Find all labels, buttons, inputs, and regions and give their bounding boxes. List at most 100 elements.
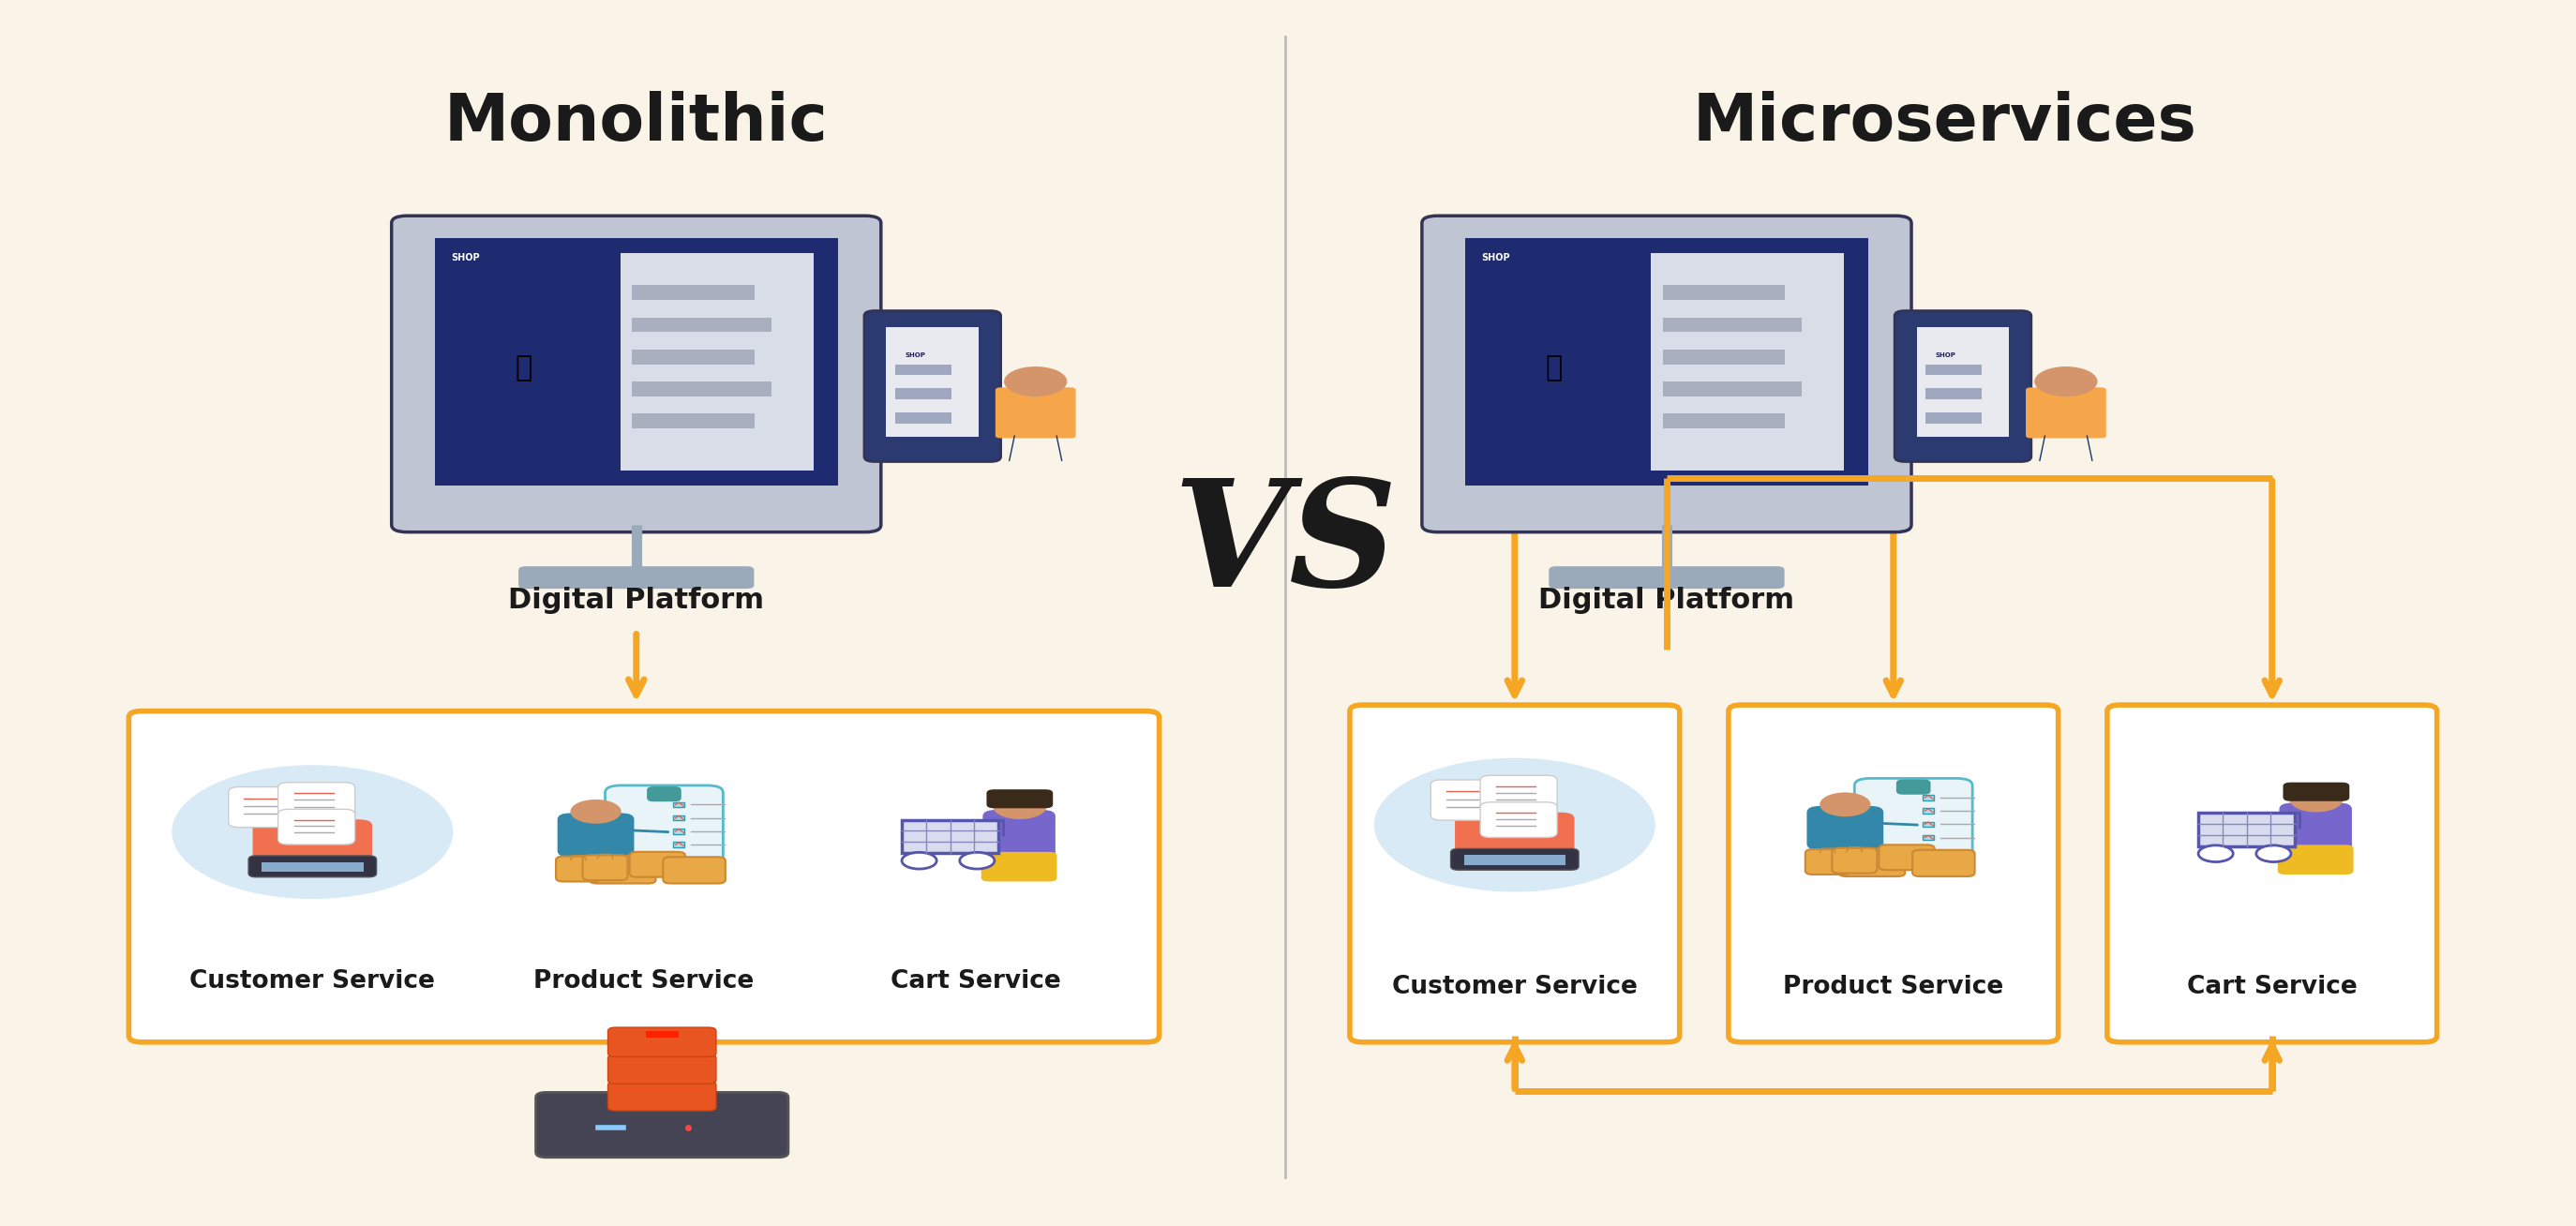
FancyBboxPatch shape bbox=[2282, 782, 2349, 801]
FancyBboxPatch shape bbox=[902, 820, 999, 853]
FancyBboxPatch shape bbox=[631, 286, 755, 300]
FancyBboxPatch shape bbox=[1455, 813, 1574, 859]
FancyBboxPatch shape bbox=[1922, 821, 1935, 826]
FancyBboxPatch shape bbox=[1832, 848, 1878, 873]
Text: SHOP: SHOP bbox=[1481, 254, 1510, 262]
FancyBboxPatch shape bbox=[1806, 805, 1883, 850]
FancyBboxPatch shape bbox=[1927, 364, 1981, 375]
Circle shape bbox=[961, 852, 994, 869]
FancyBboxPatch shape bbox=[1893, 311, 2030, 462]
FancyBboxPatch shape bbox=[672, 802, 685, 807]
Circle shape bbox=[173, 765, 453, 899]
FancyBboxPatch shape bbox=[631, 414, 755, 429]
FancyBboxPatch shape bbox=[252, 819, 371, 867]
FancyBboxPatch shape bbox=[608, 1027, 716, 1057]
FancyBboxPatch shape bbox=[278, 809, 355, 845]
Circle shape bbox=[569, 799, 621, 824]
FancyBboxPatch shape bbox=[1662, 286, 1785, 300]
FancyBboxPatch shape bbox=[1481, 802, 1556, 837]
Text: Customer Service: Customer Service bbox=[191, 970, 435, 994]
FancyBboxPatch shape bbox=[1927, 389, 1981, 400]
Text: SHOP: SHOP bbox=[904, 353, 925, 358]
FancyBboxPatch shape bbox=[896, 413, 951, 423]
FancyBboxPatch shape bbox=[2280, 803, 2352, 857]
FancyBboxPatch shape bbox=[672, 815, 685, 820]
FancyBboxPatch shape bbox=[1899, 781, 1929, 793]
Text: Product Service: Product Service bbox=[533, 970, 755, 994]
Text: Digital Platform: Digital Platform bbox=[1538, 587, 1795, 614]
Text: 🛒: 🛒 bbox=[515, 354, 531, 381]
FancyBboxPatch shape bbox=[1662, 381, 1803, 396]
FancyBboxPatch shape bbox=[662, 857, 726, 884]
Circle shape bbox=[1005, 367, 1066, 396]
FancyBboxPatch shape bbox=[2107, 705, 2437, 1042]
FancyBboxPatch shape bbox=[278, 782, 355, 819]
FancyBboxPatch shape bbox=[1878, 845, 1935, 870]
FancyBboxPatch shape bbox=[1548, 566, 1785, 588]
FancyBboxPatch shape bbox=[629, 852, 685, 877]
FancyBboxPatch shape bbox=[981, 810, 1056, 863]
FancyBboxPatch shape bbox=[129, 711, 1159, 1042]
FancyBboxPatch shape bbox=[1430, 780, 1502, 820]
FancyBboxPatch shape bbox=[987, 790, 1054, 808]
FancyBboxPatch shape bbox=[1917, 327, 2009, 436]
FancyBboxPatch shape bbox=[994, 387, 1077, 438]
FancyBboxPatch shape bbox=[556, 813, 634, 857]
Polygon shape bbox=[1468, 260, 1638, 463]
FancyBboxPatch shape bbox=[582, 855, 629, 880]
FancyBboxPatch shape bbox=[886, 327, 979, 436]
FancyBboxPatch shape bbox=[1662, 318, 1803, 332]
Polygon shape bbox=[438, 260, 608, 463]
Polygon shape bbox=[1651, 253, 1844, 471]
FancyBboxPatch shape bbox=[672, 829, 685, 834]
FancyBboxPatch shape bbox=[590, 856, 657, 884]
FancyBboxPatch shape bbox=[536, 1092, 788, 1157]
FancyBboxPatch shape bbox=[1450, 848, 1579, 870]
FancyBboxPatch shape bbox=[649, 788, 680, 801]
FancyBboxPatch shape bbox=[392, 216, 881, 532]
Text: SHOP: SHOP bbox=[1935, 353, 1955, 358]
FancyBboxPatch shape bbox=[631, 381, 773, 396]
FancyBboxPatch shape bbox=[2197, 813, 2295, 846]
FancyBboxPatch shape bbox=[1728, 705, 2058, 1042]
FancyBboxPatch shape bbox=[605, 786, 724, 870]
FancyBboxPatch shape bbox=[672, 842, 685, 847]
Text: 🛒: 🛒 bbox=[1546, 354, 1561, 381]
Circle shape bbox=[992, 793, 1046, 819]
FancyBboxPatch shape bbox=[518, 566, 755, 588]
Text: Customer Service: Customer Service bbox=[1391, 975, 1638, 999]
Circle shape bbox=[902, 852, 938, 869]
Polygon shape bbox=[621, 253, 814, 471]
FancyBboxPatch shape bbox=[556, 856, 600, 881]
Text: VS: VS bbox=[1172, 473, 1399, 618]
FancyBboxPatch shape bbox=[1922, 796, 1935, 801]
FancyBboxPatch shape bbox=[1927, 413, 1981, 423]
FancyBboxPatch shape bbox=[1662, 349, 1785, 364]
FancyBboxPatch shape bbox=[1463, 855, 1566, 866]
FancyBboxPatch shape bbox=[2025, 387, 2107, 438]
Polygon shape bbox=[435, 238, 837, 485]
FancyBboxPatch shape bbox=[1481, 775, 1556, 812]
FancyBboxPatch shape bbox=[1806, 850, 1850, 874]
Text: Digital Platform: Digital Platform bbox=[507, 587, 765, 614]
Circle shape bbox=[2197, 845, 2233, 862]
FancyBboxPatch shape bbox=[863, 311, 999, 462]
FancyBboxPatch shape bbox=[1350, 705, 1680, 1042]
FancyBboxPatch shape bbox=[896, 389, 951, 400]
Polygon shape bbox=[1466, 238, 1868, 485]
Text: Cart Service: Cart Service bbox=[891, 970, 1061, 994]
Circle shape bbox=[2257, 845, 2290, 862]
Circle shape bbox=[2290, 787, 2344, 812]
FancyBboxPatch shape bbox=[896, 364, 951, 375]
Circle shape bbox=[2035, 367, 2097, 396]
Text: Monolithic: Monolithic bbox=[443, 91, 829, 154]
Circle shape bbox=[1373, 758, 1656, 891]
FancyBboxPatch shape bbox=[247, 856, 376, 877]
Text: SHOP: SHOP bbox=[451, 254, 479, 262]
FancyBboxPatch shape bbox=[631, 349, 755, 364]
FancyBboxPatch shape bbox=[1839, 848, 1906, 877]
FancyBboxPatch shape bbox=[229, 787, 299, 828]
Circle shape bbox=[1819, 792, 1870, 817]
FancyBboxPatch shape bbox=[1422, 216, 1911, 532]
FancyBboxPatch shape bbox=[2277, 845, 2354, 874]
